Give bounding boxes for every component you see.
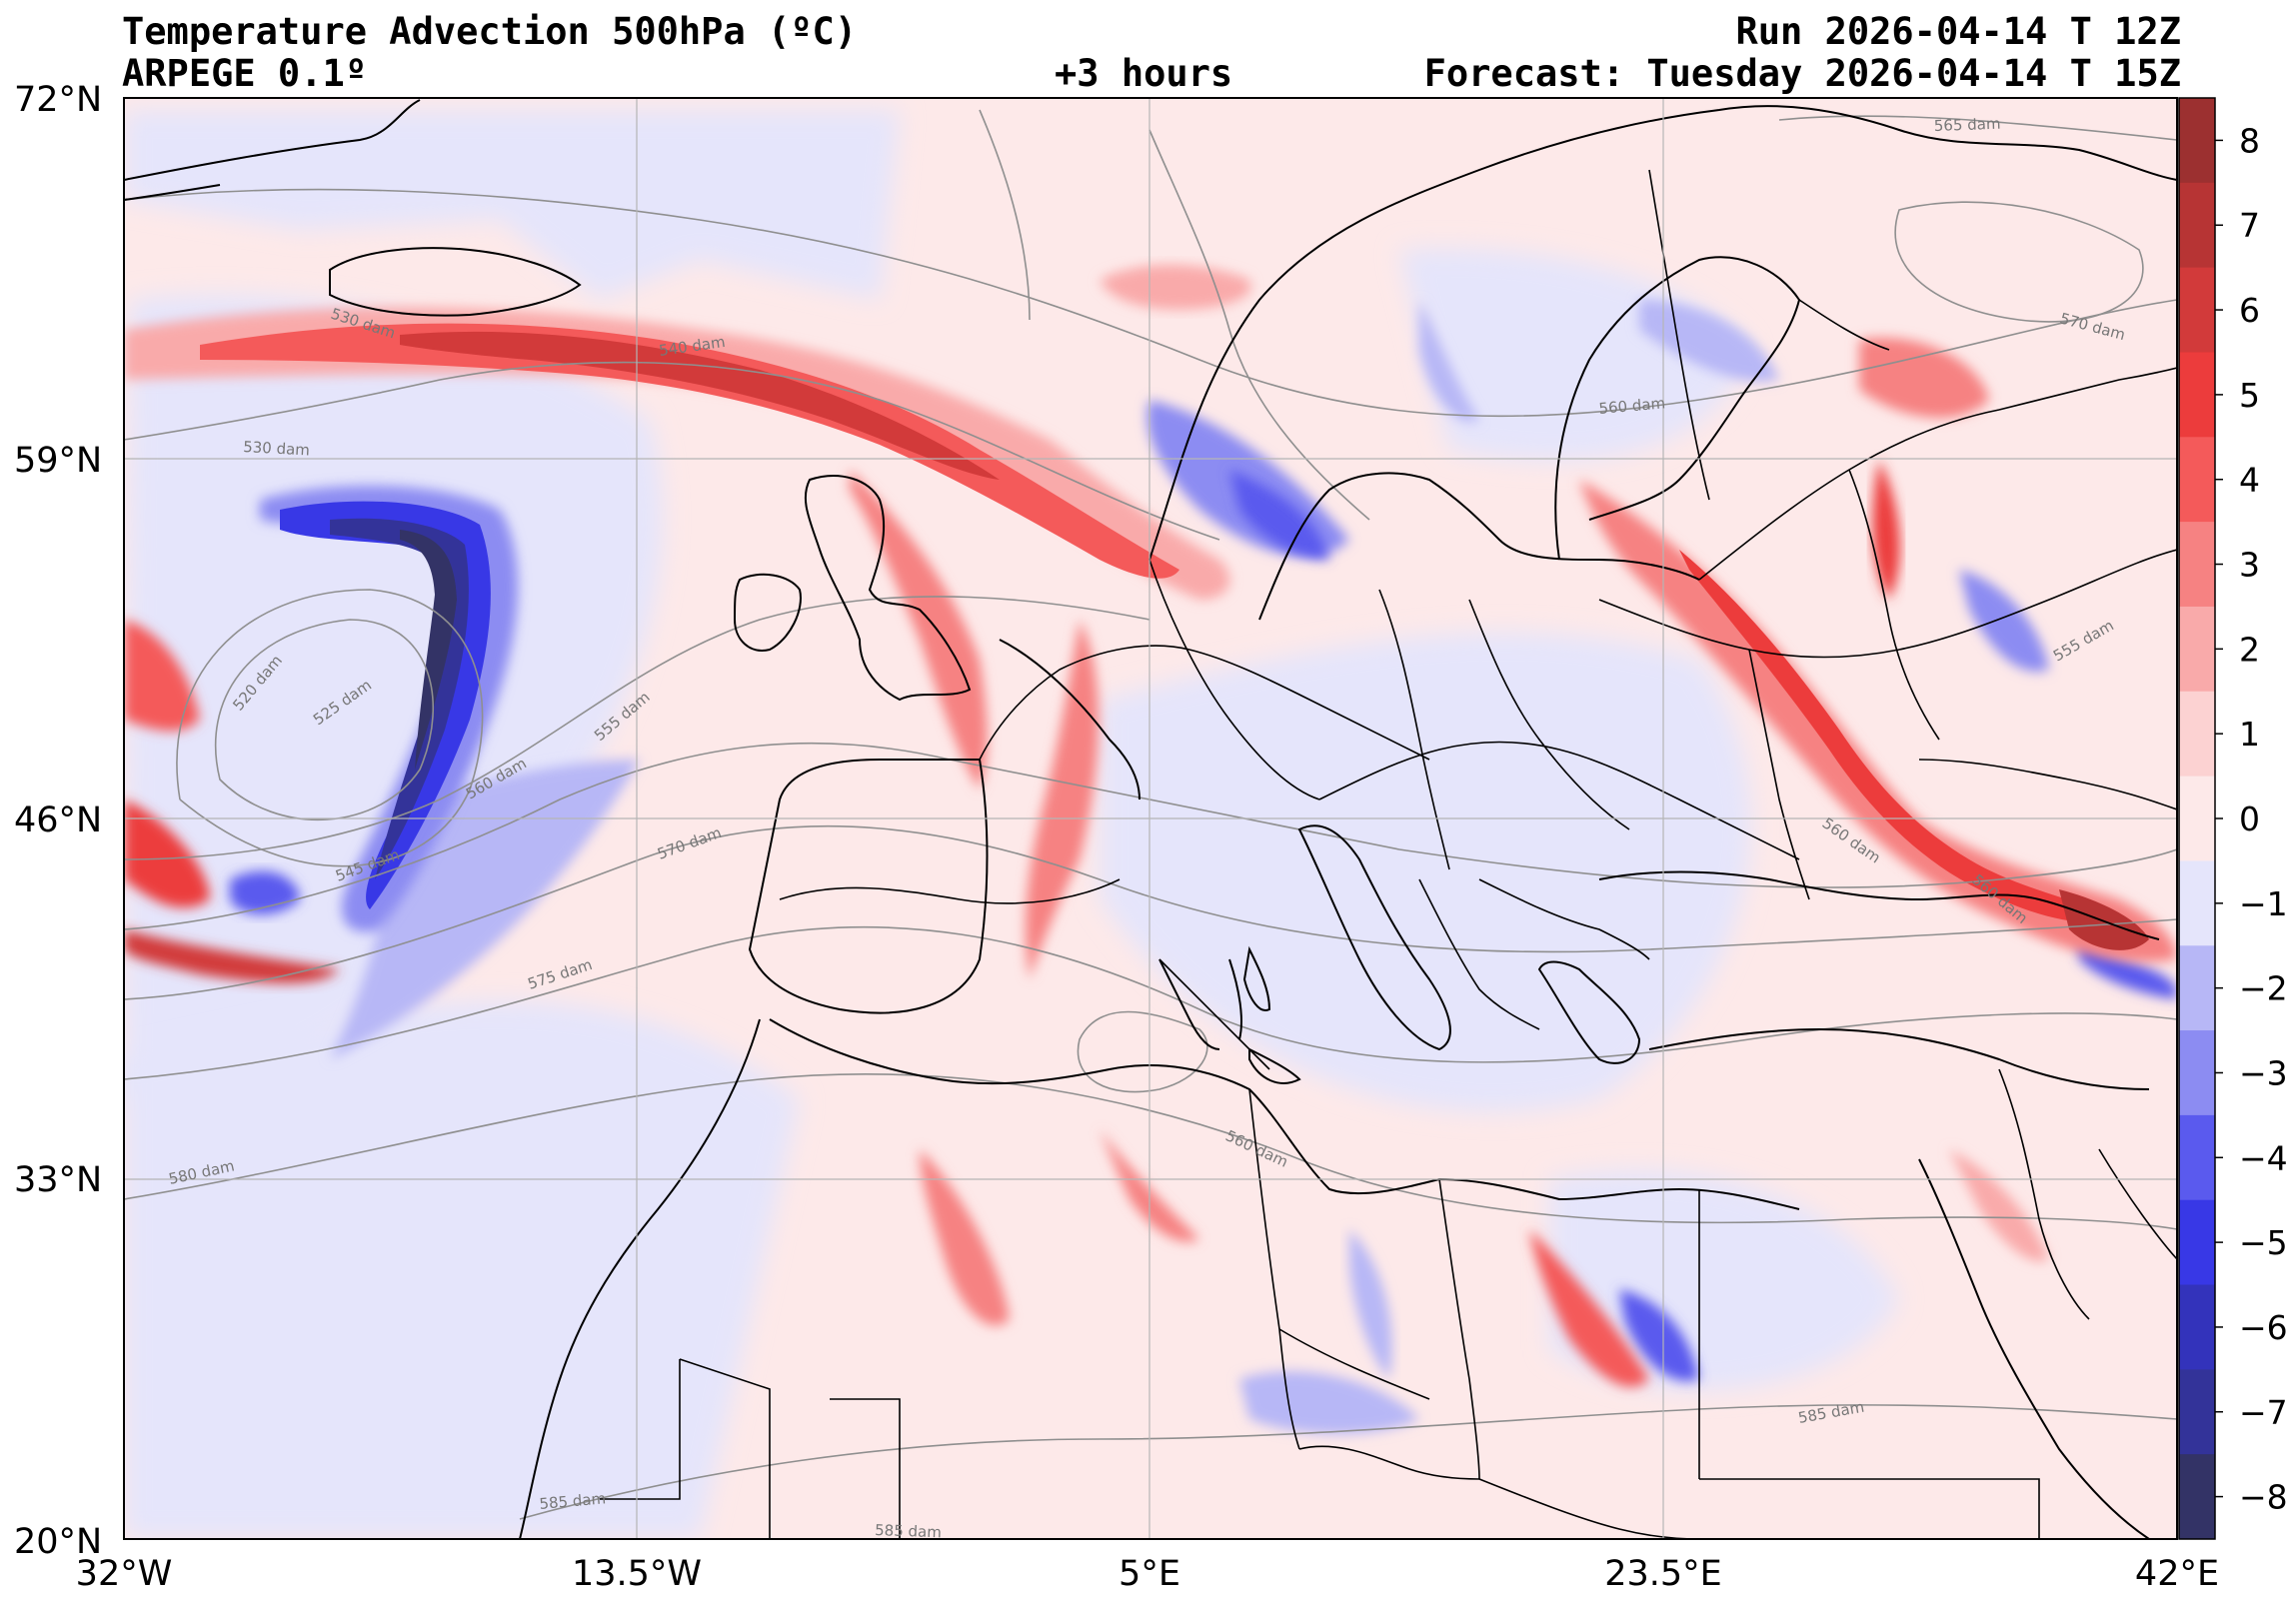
lon-label: 5°E [1119, 1554, 1180, 1594]
colorbar-tick-label: 0 [2239, 800, 2260, 838]
colorbar: 8 7 6 5 4 3 2 1 0 −1 −2 −3 −4 −5 −6 −7 −8 [2178, 97, 2288, 1540]
colorbar-tick-label: −1 [2239, 884, 2288, 923]
colorbar-tick-label: 4 [2239, 461, 2260, 500]
run-label: Run 2026-04-14 T 12Z [1735, 10, 2181, 53]
lon-label: 32°W [76, 1554, 173, 1594]
forecast-label: Forecast: Tuesday 2026-04-14 T 15Z [1423, 52, 2181, 95]
colorbar-tick-label: 7 [2239, 206, 2260, 245]
lon-axis: 32°W 13.5°W 5°E 23.5°E 42°E [76, 1554, 2219, 1594]
model-label: ARPEGE 0.1º [122, 52, 368, 95]
chart-title: Temperature Advection 500hPa (ºC) [122, 10, 858, 53]
colorbar-segment [2179, 267, 2215, 353]
colorbar-tick-label: −6 [2239, 1308, 2288, 1347]
coastlines [124, 99, 2177, 1539]
colorbar-segment [2179, 776, 2215, 861]
map-frame [123, 97, 2178, 1540]
country-borders [600, 169, 2177, 1539]
colorbar-tick-label: −7 [2239, 1393, 2288, 1432]
iso-label: 585 dam [539, 1489, 607, 1513]
colorbar-tick-label: 1 [2239, 715, 2260, 754]
lat-label: 33°N [14, 1160, 102, 1200]
colorbar-segment [2179, 691, 2215, 778]
iso-label: 585 dam [875, 1521, 942, 1541]
colorbar-tick-label: 5 [2239, 376, 2260, 415]
colorbar-tick-label: −5 [2239, 1223, 2288, 1262]
colorbar-tick-label: 3 [2239, 546, 2260, 585]
colorbar-segment [2179, 98, 2215, 184]
lat-label: 46°N [14, 801, 102, 840]
lon-label: 42°E [2135, 1554, 2219, 1594]
graticule [124, 98, 2177, 1539]
colorbar-segment [2179, 1199, 2215, 1286]
warm-advection-bands [124, 265, 2177, 1387]
geopotential-isohypses [124, 109, 2177, 1520]
colorbar-segment [2179, 1369, 2215, 1455]
colorbar-tick-label: 2 [2239, 630, 2260, 669]
colorbar-segment [2179, 1114, 2215, 1201]
colorbar-tick-label: −3 [2239, 1053, 2288, 1092]
cold-advection-trough [260, 486, 519, 932]
colorbar-segment [2179, 352, 2215, 438]
colorbar-tick-label: 6 [2239, 291, 2260, 330]
lat-label: 59°N [14, 441, 102, 481]
colorbar-segment [2179, 860, 2215, 946]
colorbar-segment [2179, 437, 2215, 523]
lon-label: 23.5°E [1604, 1554, 1722, 1594]
colorbar-tick-label: −2 [2239, 969, 2288, 1008]
colorbar-tick-label: −8 [2239, 1478, 2288, 1517]
iso-label: 560 dam [1598, 394, 1666, 418]
colorbar-segment [2179, 182, 2215, 269]
lat-label: 72°N [14, 80, 102, 120]
colorbar-segment [2179, 1454, 2215, 1540]
lon-label: 13.5°W [572, 1554, 702, 1594]
colorbar-tick-label: −4 [2239, 1138, 2288, 1177]
lat-axis: 72°N 59°N 46°N 33°N 20°N [14, 80, 102, 1562]
iso-label: 530 dam [243, 438, 311, 459]
colorbar-segment [2179, 522, 2215, 608]
lead-time-label: +3 hours [1055, 52, 1233, 95]
cold-advection-areas [124, 110, 2177, 1539]
colorbar-segment [2179, 1030, 2215, 1116]
map-area[interactable]: 530 dam 540 dam 530 dam 520 dam 525 dam … [124, 98, 2177, 1541]
colorbar-segment [2179, 606, 2215, 693]
colorbar-segment [2179, 1284, 2215, 1370]
iso-label: 565 dam [1934, 115, 2001, 135]
lat-label: 20°N [14, 1522, 102, 1562]
colorbar-segment [2179, 945, 2215, 1031]
colorbar-tick-label: 8 [2239, 121, 2260, 160]
